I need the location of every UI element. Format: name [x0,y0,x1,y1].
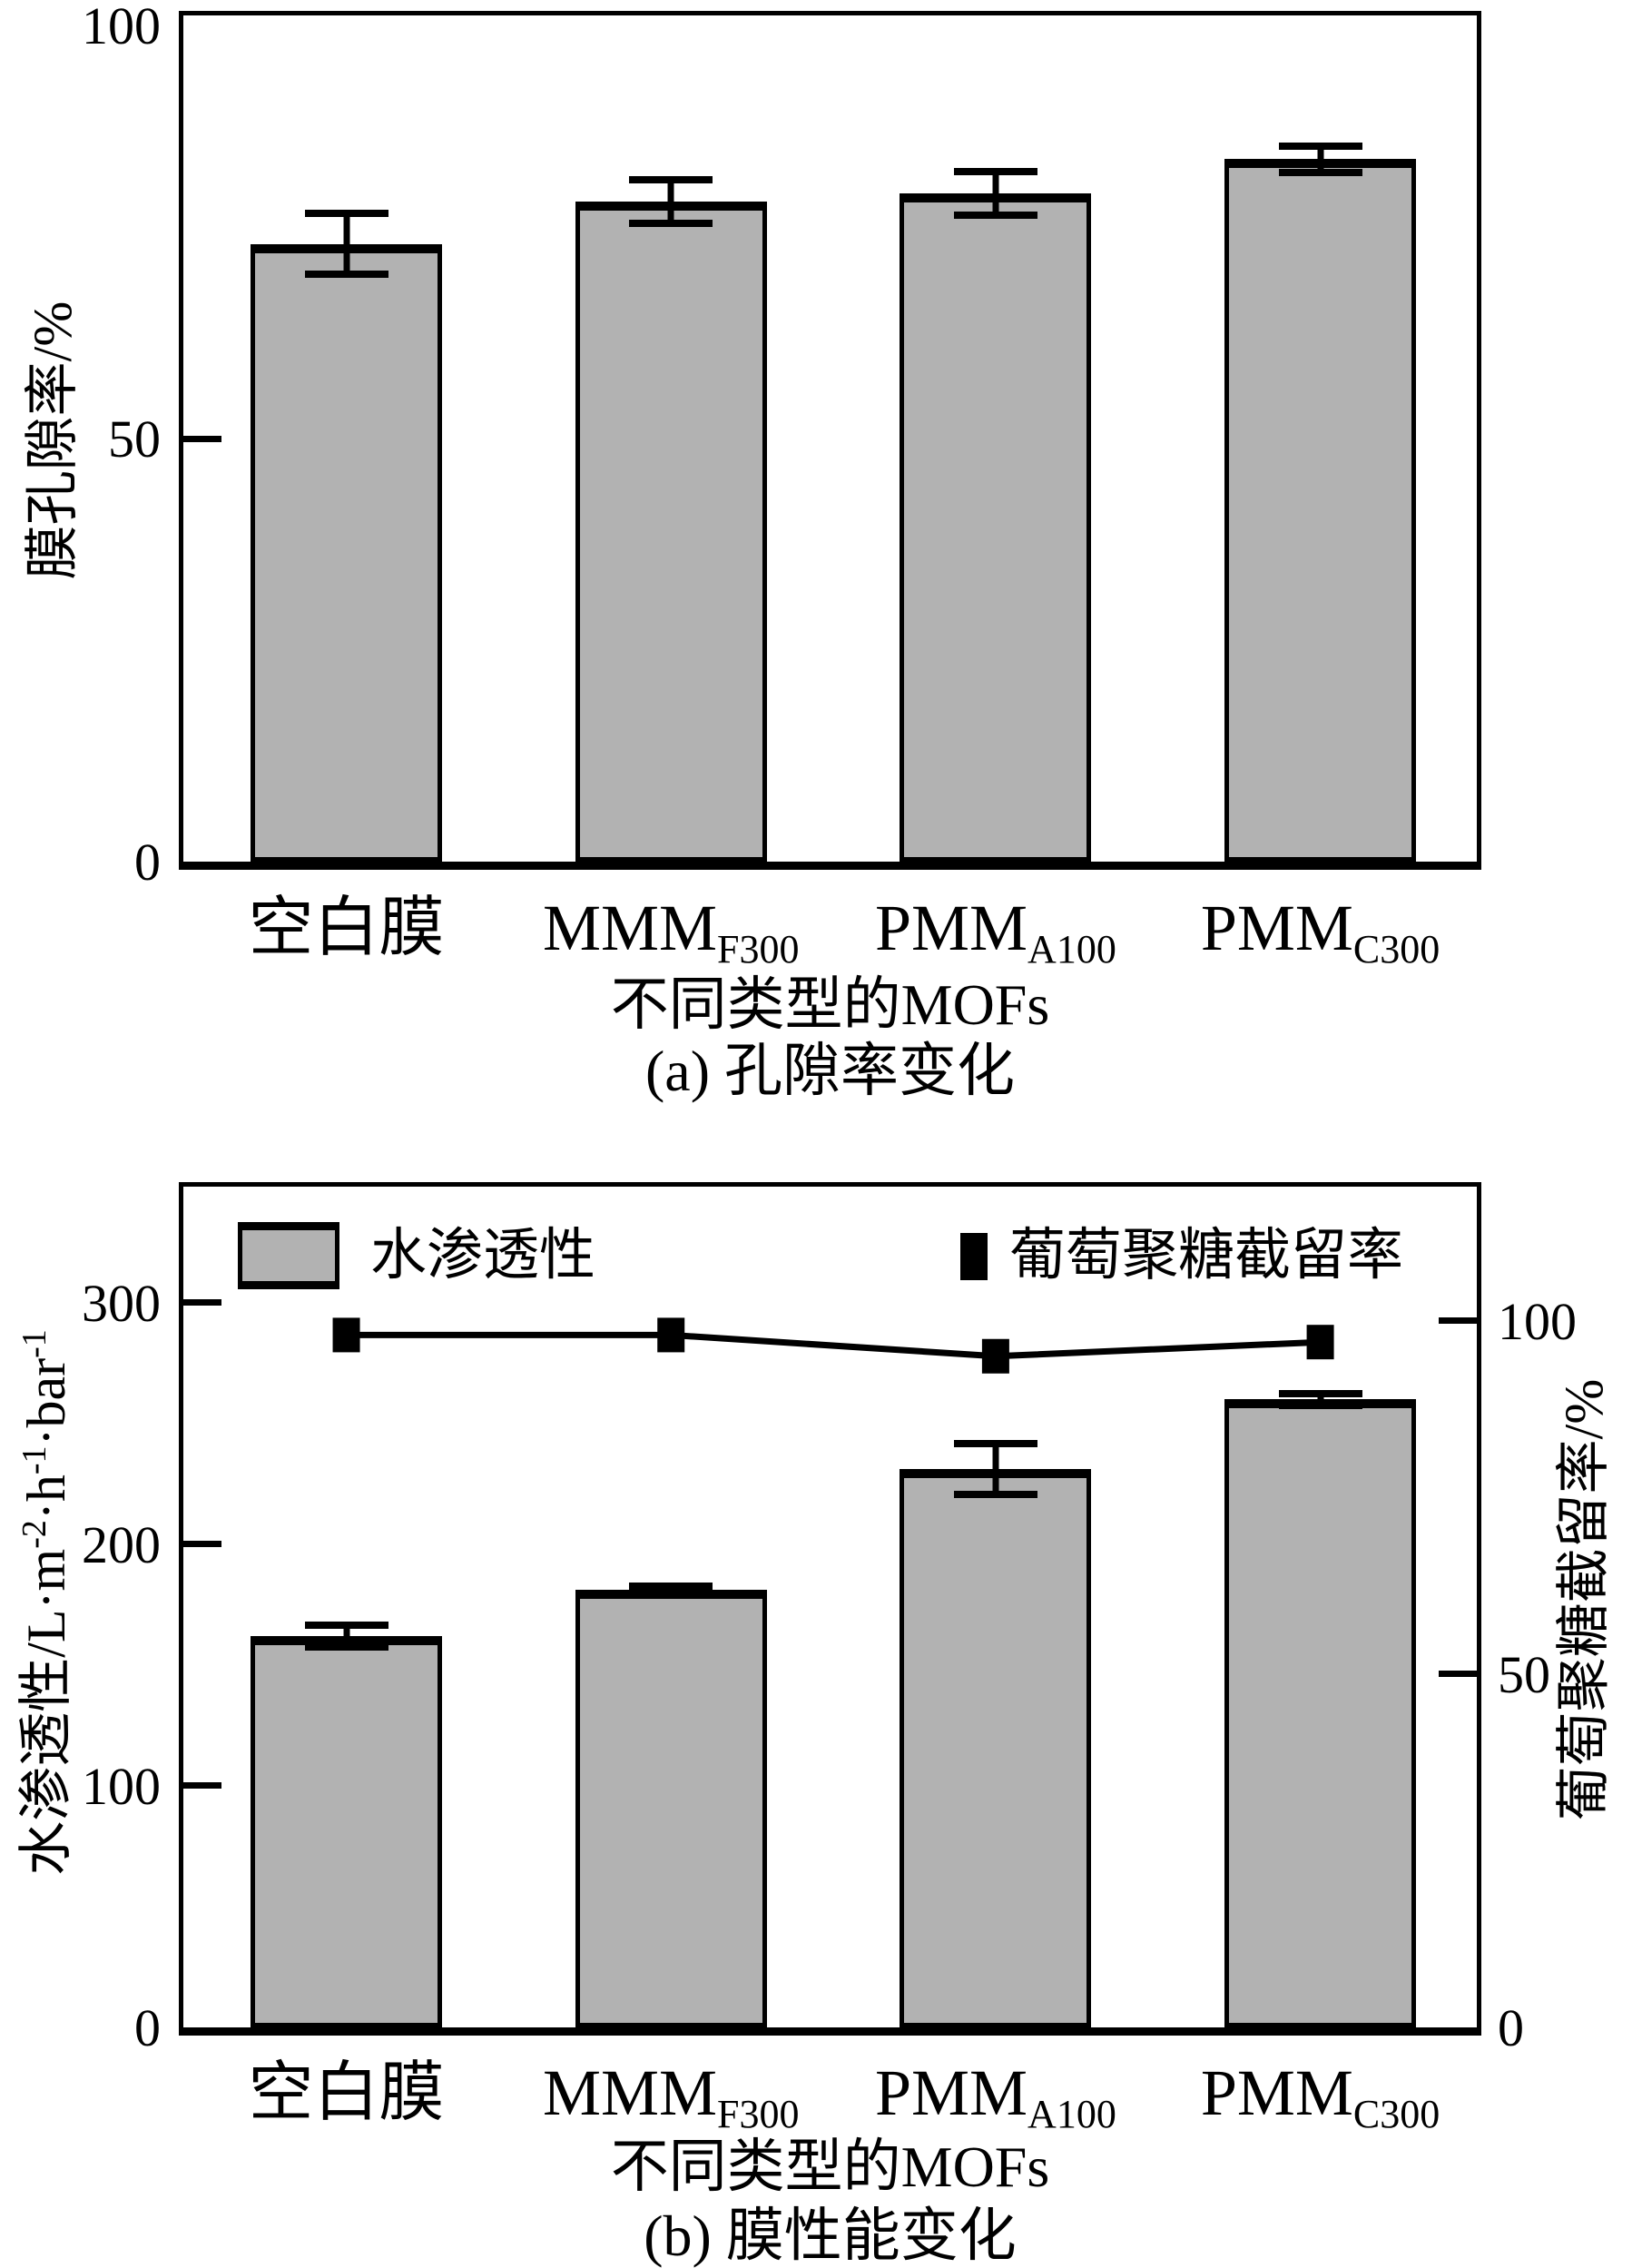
chart-a-bar-2 [575,202,767,862]
chart-b-category-label-1: 空白膜 [248,2056,445,2129]
chart-b-left-tick-label-0: 0 [134,1998,161,2057]
chart-b-error-bar-stem-3 [992,1447,999,1492]
axis-label-text: ·bar [16,1357,76,1446]
dextran-rejection-line-series [332,1317,1334,1374]
chart-a-error-bar-stem-1 [343,217,350,271]
chart-b-left-tick-label-100: 100 [82,1756,161,1816]
chart-b-left-tick-label-200: 200 [82,1514,161,1574]
chart-a-x-axis-label: 不同类型的MOFs [610,972,1050,1037]
chart-a-bar-3 [900,192,1092,862]
category-subscript-text: A100 [1027,2092,1116,2136]
chart-b-error-bar-2 [629,1583,713,1598]
chart-b-right-tick-50 [1439,1671,1477,1678]
chart-b-category-label-2: MMMF300 [542,2056,800,2136]
chart-b-bar-2 [575,1590,767,2027]
chart-b-plot-area [179,1182,1481,2036]
chart-b-bar-4 [1224,1399,1417,2027]
axis-label-superscript: -1 [15,1445,54,1475]
chart-b-x-axis-label: 不同类型的MOFs [610,2135,1050,2199]
rejection-square-marker-2 [657,1317,685,1353]
chart-b-category-label-4: PMMC300 [1200,2056,1440,2136]
legend-label-dextran-rejection: 葡萄聚糖截留率 [1009,1225,1404,1287]
chart-a-error-bar-stem-4 [1317,149,1324,170]
chart-b-right-tick-100 [1439,1317,1477,1325]
rejection-square-marker-4 [1306,1325,1334,1360]
chart-b-left-tick-300 [183,1299,221,1307]
category-subscript-text: A100 [1027,927,1116,971]
chart-b-left-tick-200 [183,1541,221,1548]
legend-square-marker-icon [960,1233,988,1280]
chart-b-bar-3 [900,1469,1092,2027]
chart-a-category-label-4: PMMC300 [1200,892,1440,971]
chart-b-category-label-3: PMMA100 [874,2056,1116,2136]
chart-a-error-bar-3 [953,167,1037,219]
chart-a-bar-1 [251,243,442,862]
category-main-text: MMM [542,2056,718,2129]
chart-a-left-tick-label-100: 100 [82,0,161,55]
chart-b-left-tick-100 [183,1782,221,1790]
chart-b-error-bar-4 [1278,1389,1362,1409]
axis-label-superscript: -1 [15,1329,54,1358]
chart-a-error-bar-2 [629,176,713,227]
rejection-square-marker-1 [332,1317,360,1353]
chart-b-right-tick-label-100: 100 [1498,1291,1577,1351]
axis-label-text: 水渗透性/L·m [16,1548,76,1876]
chart-a-error-bar-stem-2 [667,183,674,220]
chart-a-plot-area [179,11,1481,870]
category-main-text: PMM [1200,892,1353,964]
category-main-text: PMM [874,892,1028,964]
category-main-text: PMM [874,2056,1028,2129]
chart-b-right-tick-label-0: 0 [1498,1998,1524,2057]
rejection-square-marker-3 [981,1338,1009,1374]
category-main-text: 空白膜 [248,2056,445,2129]
category-subscript-text: F300 [717,927,800,971]
chart-a-bar-4 [1224,159,1417,862]
category-subscript-text: C300 [1352,2092,1440,2136]
chart-a-error-bar-4 [1278,142,1362,177]
chart-a-left-tick-label-0: 0 [134,833,161,892]
chart-a-left-tick-label-50: 50 [108,409,161,468]
category-subscript-text: C300 [1352,927,1440,971]
chart-a-category-label-1: 空白膜 [248,892,445,964]
chart-a-error-bar-stem-3 [992,174,999,212]
category-subscript-text: F300 [717,2092,800,2136]
chart-b-right-tick-label-50: 50 [1498,1644,1550,1704]
legend-label-water-permeability: 水渗透性 [370,1225,596,1287]
chart-a-category-label-3: PMMA100 [874,892,1116,971]
chart-b-caption: (b) 膜性能变化 [644,2204,1017,2268]
chart-a-category-label-2: MMMF300 [542,892,800,971]
axis-label-text: ·h [16,1474,76,1521]
category-main-text: MMM [542,892,718,964]
chart-b-right-y-axis-label: 葡萄聚糖截留率/% [1554,1378,1614,1821]
category-main-text: 空白膜 [248,892,445,964]
chart-b-error-bar-3 [953,1440,1037,1499]
chart-a-error-bar-1 [304,210,388,278]
chart-b-error-bar-1 [304,1621,388,1651]
legend-bar-swatch [238,1222,339,1289]
chart-b-error-bar-stem-4 [1317,1396,1324,1402]
rejection-line [346,1331,1321,1360]
chart-b-left-tick-label-300: 300 [82,1273,161,1333]
chart-a-caption: (a) 孔隙率变化 [644,1039,1016,1103]
chart-a-left-tick-50 [183,435,221,442]
category-main-text: PMM [1200,2056,1353,2129]
chart-b-error-bar-stem-1 [343,1628,350,1643]
